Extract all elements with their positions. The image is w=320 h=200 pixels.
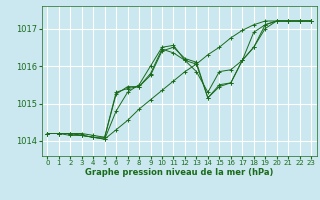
- X-axis label: Graphe pression niveau de la mer (hPa): Graphe pression niveau de la mer (hPa): [85, 168, 273, 177]
